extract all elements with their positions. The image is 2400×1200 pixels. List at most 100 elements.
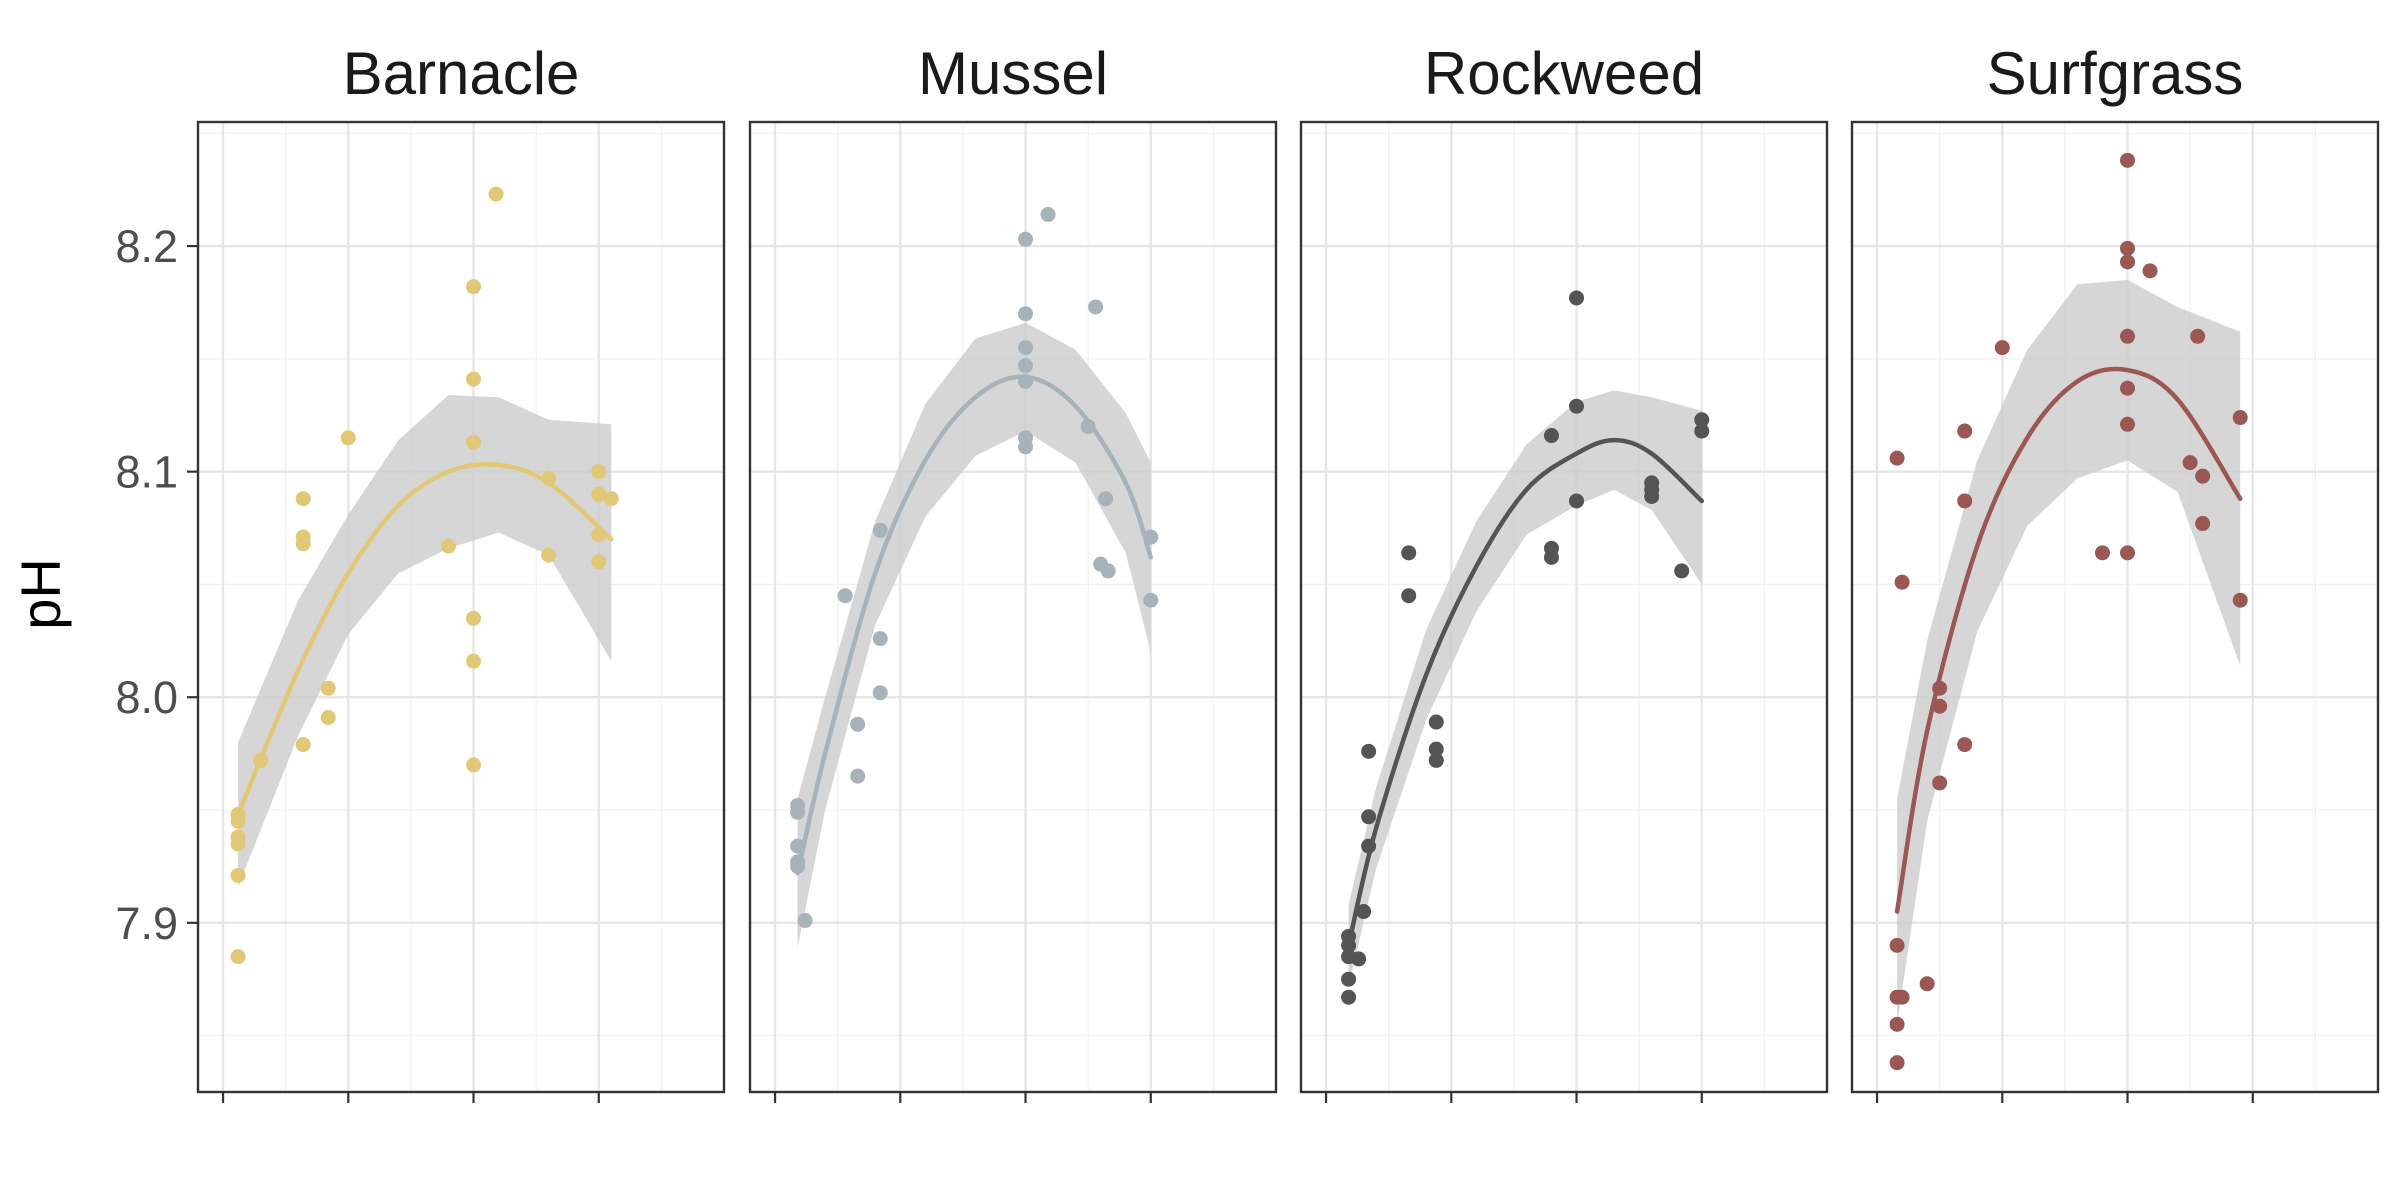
data-point [1428, 741, 1444, 757]
panel-border [196, 120, 726, 1094]
facet-panel-surfgrass: Surfgrass [1850, 40, 2380, 1103]
fit-line [1894, 366, 2243, 914]
data-point [1401, 588, 1417, 604]
panel-background [750, 122, 1276, 1092]
confidence-band [797, 322, 1151, 948]
fit-line [235, 461, 614, 817]
data-point [1428, 752, 1444, 768]
data-point [1018, 306, 1034, 322]
data-point [1361, 809, 1377, 825]
data-point [2120, 328, 2136, 344]
data-point [1018, 439, 1034, 455]
data-point [1889, 450, 1905, 466]
data-point [790, 804, 806, 820]
data-point [1932, 775, 1948, 791]
data-point [1356, 904, 1372, 920]
data-point [440, 538, 456, 554]
data-point [1018, 340, 1034, 356]
data-point [230, 949, 246, 965]
facet-title: Barnacle [343, 40, 580, 107]
fit-line [795, 374, 1154, 876]
data-point [591, 554, 607, 570]
data-point [1543, 549, 1559, 565]
facet-title: Surfgrass [1987, 40, 2244, 107]
data-point [2120, 254, 2136, 270]
data-point [488, 186, 504, 202]
y-axis-title: pH [9, 558, 72, 630]
y-axis: 8.2 8.1 8.0 7.9 [115, 221, 198, 949]
data-point [295, 536, 311, 552]
data-point [2195, 468, 2211, 484]
data-point [466, 757, 482, 773]
data-point [1100, 563, 1116, 579]
facet-panel-mussel: Mussel [748, 40, 1278, 1103]
facet-panel-rockweed: Rockweed [1299, 40, 1829, 1103]
data-point [1098, 491, 1114, 507]
data-point [1401, 545, 1417, 561]
data-point [1919, 976, 1935, 992]
data-point [797, 913, 813, 929]
facet-title: Rockweed [1424, 40, 1704, 107]
data-point [1341, 989, 1357, 1005]
y-tick-label: 8.2 [115, 221, 178, 272]
data-point [1957, 493, 1973, 509]
data-point [2232, 410, 2248, 426]
confidence-band [1897, 279, 2241, 1025]
data-point [466, 610, 482, 626]
panel-background [1301, 122, 1827, 1092]
data-point [1341, 971, 1357, 987]
data-point [2142, 263, 2158, 279]
data-point [2120, 380, 2136, 396]
data-point [1889, 1016, 1905, 1032]
data-point [320, 710, 336, 726]
data-point [1694, 412, 1710, 428]
data-point [1957, 737, 1973, 753]
data-point [466, 434, 482, 450]
data-point [1428, 714, 1444, 730]
data-point [1674, 563, 1690, 579]
data-point [466, 653, 482, 669]
data-point [1018, 358, 1034, 374]
data-point [340, 430, 356, 446]
facet-title: Mussel [918, 40, 1108, 107]
data-point [2232, 592, 2248, 608]
data-point [1143, 592, 1159, 608]
data-point [295, 737, 311, 753]
data-point [295, 491, 311, 507]
panel-border [748, 120, 1278, 1094]
data-point [2120, 545, 2136, 561]
data-point [230, 813, 246, 829]
y-tick-label: 8.0 [115, 672, 178, 723]
data-point [1889, 937, 1905, 953]
data-point [1361, 743, 1377, 759]
data-point [837, 588, 853, 604]
data-point [230, 836, 246, 852]
data-point [872, 685, 888, 701]
data-point [1351, 951, 1367, 967]
data-point [603, 491, 619, 507]
fit-line [1346, 437, 1705, 948]
data-point [1994, 340, 2010, 356]
data-point [1088, 299, 1104, 315]
data-point [872, 631, 888, 647]
data-point [591, 486, 607, 502]
data-point [2120, 240, 2136, 256]
panel-background [198, 122, 724, 1092]
data-point [230, 867, 246, 883]
data-point [1644, 488, 1660, 504]
panel-border [1299, 120, 1829, 1094]
data-point [320, 680, 336, 696]
data-point [2182, 455, 2198, 471]
data-point [1894, 989, 1910, 1005]
data-point [1543, 428, 1559, 444]
data-point [2190, 328, 2206, 344]
data-point [1889, 1055, 1905, 1071]
confidence-band [238, 395, 612, 887]
facet-panels: Barnacle Mussel Rockweed Surfgrass [196, 40, 2380, 1103]
panel-background [1852, 122, 2378, 1092]
data-point [850, 716, 866, 732]
data-point [2120, 416, 2136, 432]
data-point [2094, 545, 2110, 561]
data-point [466, 371, 482, 387]
